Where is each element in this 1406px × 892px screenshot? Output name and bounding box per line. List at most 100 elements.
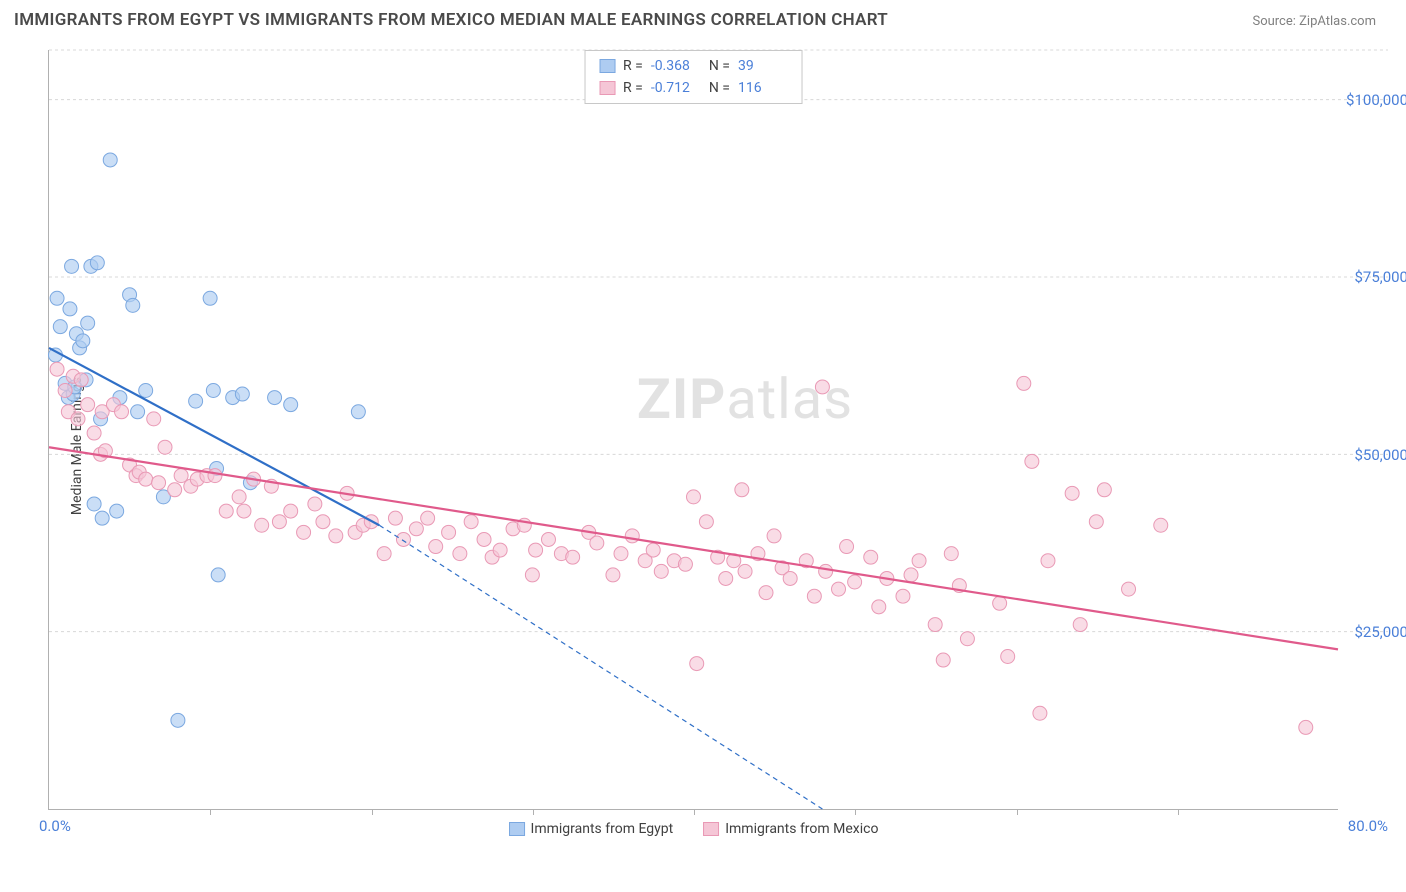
swatch-mexico <box>703 822 719 836</box>
data-point-egypt <box>76 334 90 348</box>
r-label: R = <box>623 77 643 99</box>
data-point-egypt <box>211 568 225 582</box>
data-point-mexico <box>58 383 72 397</box>
data-point-egypt <box>90 256 104 270</box>
data-point-mexico <box>541 532 555 546</box>
data-point-mexico <box>590 536 604 550</box>
data-point-mexico <box>421 511 435 525</box>
data-point-mexico <box>297 525 311 539</box>
data-point-egypt <box>53 320 67 334</box>
data-point-mexico <box>759 586 773 600</box>
data-point-egypt <box>126 298 140 312</box>
data-point-mexico <box>284 504 298 518</box>
data-point-mexico <box>699 515 713 529</box>
data-point-mexico <box>896 589 910 603</box>
x-axis-max-label: 80.0% <box>1348 817 1388 835</box>
r-label: R = <box>623 55 643 77</box>
data-point-mexico <box>1017 376 1031 390</box>
data-point-mexico <box>1097 483 1111 497</box>
data-point-mexico <box>525 568 539 582</box>
x-tick <box>694 809 695 815</box>
legend-label-egypt: Immigrants from Egypt <box>531 821 674 837</box>
data-point-mexico <box>928 618 942 632</box>
data-point-mexico <box>409 522 423 536</box>
data-point-mexico <box>678 557 692 571</box>
data-point-mexico <box>719 571 733 585</box>
data-point-mexico <box>529 543 543 557</box>
data-point-mexico <box>1025 454 1039 468</box>
data-point-mexico <box>50 362 64 376</box>
n-label: N = <box>709 55 730 77</box>
data-point-mexico <box>477 532 491 546</box>
data-point-mexico <box>872 600 886 614</box>
data-point-egypt <box>284 398 298 412</box>
source-attribution: Source: ZipAtlas.com <box>1252 14 1376 29</box>
data-point-mexico <box>139 472 153 486</box>
data-point-mexico <box>1041 554 1055 568</box>
data-point-mexico <box>396 532 410 546</box>
data-point-mexico <box>74 373 88 387</box>
x-tick <box>1178 809 1179 815</box>
data-point-egypt <box>110 504 124 518</box>
data-point-mexico <box>329 529 343 543</box>
data-point-mexico <box>71 412 85 426</box>
data-point-mexico <box>152 476 166 490</box>
r-value-mexico: -0.712 <box>651 77 701 99</box>
n-value-egypt: 39 <box>738 55 788 77</box>
data-point-mexico <box>1154 518 1168 532</box>
data-point-mexico <box>687 490 701 504</box>
data-point-mexico <box>738 564 752 578</box>
x-tick <box>533 809 534 815</box>
data-point-mexico <box>960 632 974 646</box>
data-point-egypt <box>203 291 217 305</box>
trend-line-dash-egypt <box>379 525 822 809</box>
data-point-mexico <box>147 412 161 426</box>
data-point-mexico <box>1299 720 1313 734</box>
data-point-mexico <box>1065 486 1079 500</box>
data-point-mexico <box>767 529 781 543</box>
x-tick <box>1017 809 1018 815</box>
data-point-mexico <box>272 515 286 529</box>
data-point-egypt <box>87 497 101 511</box>
data-point-mexico <box>566 550 580 564</box>
data-point-mexico <box>115 405 129 419</box>
chart-svg <box>49 50 1338 809</box>
data-point-mexico <box>255 518 269 532</box>
data-point-mexico <box>493 543 507 557</box>
legend-label-mexico: Immigrants from Mexico <box>725 821 878 837</box>
data-point-mexico <box>237 504 251 518</box>
data-point-mexico <box>232 490 246 504</box>
data-point-mexico <box>735 483 749 497</box>
data-point-mexico <box>208 469 222 483</box>
legend-bottom: Immigrants from Egypt Immigrants from Me… <box>509 821 879 837</box>
y-tick-label: $100,000 <box>1346 91 1406 109</box>
data-point-mexico <box>377 547 391 561</box>
data-point-mexico <box>807 589 821 603</box>
data-point-mexico <box>87 426 101 440</box>
data-point-mexico <box>944 547 958 561</box>
data-point-egypt <box>235 387 249 401</box>
data-point-egypt <box>103 153 117 167</box>
y-tick-label: $25,000 <box>1354 623 1406 641</box>
x-tick <box>210 809 211 815</box>
x-tick <box>855 809 856 815</box>
data-point-mexico <box>936 653 950 667</box>
data-point-egypt <box>131 405 145 419</box>
data-point-mexico <box>1089 515 1103 529</box>
data-point-mexico <box>904 568 918 582</box>
swatch-mexico <box>599 81 615 95</box>
n-label: N = <box>709 77 730 99</box>
y-tick-label: $50,000 <box>1354 446 1406 464</box>
stats-box: R = -0.368 N = 39 R = -0.712 N = 116 <box>584 50 803 104</box>
data-point-mexico <box>453 547 467 561</box>
data-point-egypt <box>268 391 282 405</box>
data-point-mexico <box>1122 582 1136 596</box>
swatch-egypt <box>599 59 615 73</box>
n-value-mexico: 116 <box>738 77 788 99</box>
data-point-egypt <box>139 383 153 397</box>
x-tick <box>372 809 373 815</box>
data-point-mexico <box>819 564 833 578</box>
data-point-egypt <box>50 291 64 305</box>
data-point-mexico <box>815 380 829 394</box>
data-point-mexico <box>625 529 639 543</box>
